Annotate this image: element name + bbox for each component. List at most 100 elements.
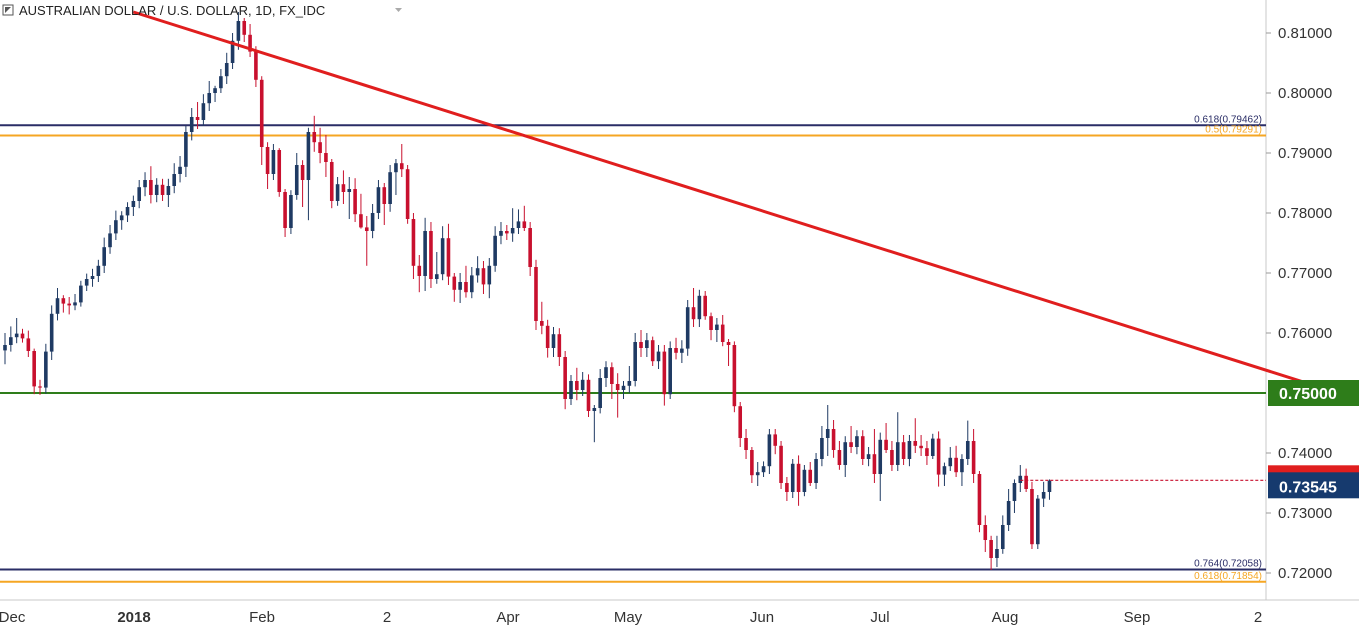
candle-body[interactable] <box>884 439 888 450</box>
candle-body[interactable] <box>866 454 871 459</box>
candle-body[interactable] <box>1006 501 1011 525</box>
candle-body[interactable] <box>837 450 842 465</box>
candle-body[interactable] <box>855 436 859 447</box>
candle-body[interactable] <box>32 351 36 387</box>
candle-body[interactable] <box>306 132 311 180</box>
candle-body[interactable] <box>213 88 217 93</box>
candle-body[interactable] <box>545 325 550 348</box>
candle-body[interactable] <box>1000 525 1005 549</box>
candle-body[interactable] <box>1024 475 1028 489</box>
candle-body[interactable] <box>289 195 293 228</box>
candle-body[interactable] <box>324 153 328 162</box>
candle-body[interactable] <box>38 386 42 388</box>
candle-body[interactable] <box>610 367 614 384</box>
candle-body[interactable] <box>49 313 54 352</box>
candle-body[interactable] <box>90 276 95 279</box>
candle-body[interactable] <box>481 268 486 285</box>
candle-body[interactable] <box>230 40 235 63</box>
candle-body[interactable] <box>709 316 713 330</box>
candle-body[interactable] <box>429 231 433 279</box>
candle-body[interactable] <box>359 214 363 228</box>
candle-body[interactable] <box>125 207 130 216</box>
candle-body[interactable] <box>942 466 947 475</box>
candle-body[interactable] <box>744 438 748 450</box>
candle-body[interactable] <box>96 265 101 276</box>
candle-body[interactable] <box>890 450 894 465</box>
candle-body[interactable] <box>394 163 398 173</box>
candle-body[interactable] <box>668 348 672 395</box>
candle-body[interactable] <box>779 445 783 483</box>
caret-down-icon[interactable] <box>395 8 402 12</box>
candle-body[interactable] <box>411 219 416 266</box>
candle-body[interactable] <box>948 457 953 467</box>
candle-body[interactable] <box>405 169 410 219</box>
candle-body[interactable] <box>160 184 165 195</box>
candle-body[interactable] <box>936 438 941 475</box>
candle-body[interactable] <box>954 457 958 473</box>
candle-body[interactable] <box>662 351 667 395</box>
candle-body[interactable] <box>860 436 865 459</box>
candle-body[interactable] <box>510 228 515 234</box>
candle-body[interactable] <box>219 76 223 89</box>
candle-body[interactable] <box>1035 498 1040 545</box>
candle-body[interactable] <box>557 334 562 357</box>
candle-body[interactable] <box>767 434 772 467</box>
candle-body[interactable] <box>656 351 661 362</box>
candle-body[interactable] <box>715 324 719 330</box>
candle-body[interactable] <box>1030 489 1034 545</box>
candle-body[interactable] <box>645 340 649 348</box>
candle-body[interactable] <box>925 448 929 456</box>
candle-body[interactable] <box>1018 475 1023 483</box>
candle-body[interactable] <box>166 186 171 195</box>
candle-body[interactable] <box>79 285 83 303</box>
candle-body[interactable] <box>586 379 591 411</box>
candle-body[interactable] <box>849 442 853 447</box>
candle-body[interactable] <box>650 340 655 362</box>
candle-body[interactable] <box>820 438 824 459</box>
candle-body[interactable] <box>114 220 118 234</box>
candle-body[interactable] <box>44 351 48 388</box>
candle-body[interactable] <box>528 228 532 267</box>
candle-body[interactable] <box>178 166 182 174</box>
candle-body[interactable] <box>207 93 212 104</box>
candle-body[interactable] <box>119 215 124 221</box>
candle-body[interactable] <box>242 21 247 35</box>
candle-body[interactable] <box>143 180 147 188</box>
candle-body[interactable] <box>399 163 404 170</box>
candle-body[interactable] <box>522 221 527 228</box>
candle-body[interactable] <box>720 324 725 342</box>
candle-body[interactable] <box>464 282 468 293</box>
candle-body[interactable] <box>470 275 474 293</box>
candle-body[interactable] <box>697 295 702 320</box>
candle-body[interactable] <box>732 345 737 407</box>
candle-body[interactable] <box>154 184 159 195</box>
candle-body[interactable] <box>9 337 13 345</box>
candle-body[interactable] <box>201 103 206 120</box>
candle-body[interactable] <box>329 162 334 201</box>
candle-body[interactable] <box>802 469 807 492</box>
candle-body[interactable] <box>475 268 480 276</box>
candle-body[interactable] <box>84 279 89 286</box>
candle-body[interactable] <box>137 187 142 201</box>
candle-body[interactable] <box>551 334 556 348</box>
candle-body[interactable] <box>680 348 684 353</box>
candle-body[interactable] <box>563 357 567 399</box>
candle-body[interactable] <box>872 454 877 474</box>
candle-body[interactable] <box>738 406 743 438</box>
candle-body[interactable] <box>14 333 19 338</box>
candle-body[interactable] <box>726 342 731 345</box>
candle-body[interactable] <box>271 150 276 174</box>
candle-body[interactable] <box>825 429 830 438</box>
candle-body[interactable] <box>685 307 690 349</box>
candle-body[interactable] <box>930 438 935 456</box>
candle-body[interactable] <box>569 381 573 399</box>
candle-body[interactable] <box>172 174 177 186</box>
candle-body[interactable] <box>434 274 439 279</box>
candle-body[interactable] <box>26 338 31 351</box>
candle-body[interactable] <box>621 385 626 390</box>
candle-body[interactable] <box>843 442 848 465</box>
collapse-square-icon[interactable] <box>2 4 14 16</box>
candle-body[interactable] <box>633 342 637 381</box>
candle-body[interactable] <box>901 442 906 459</box>
